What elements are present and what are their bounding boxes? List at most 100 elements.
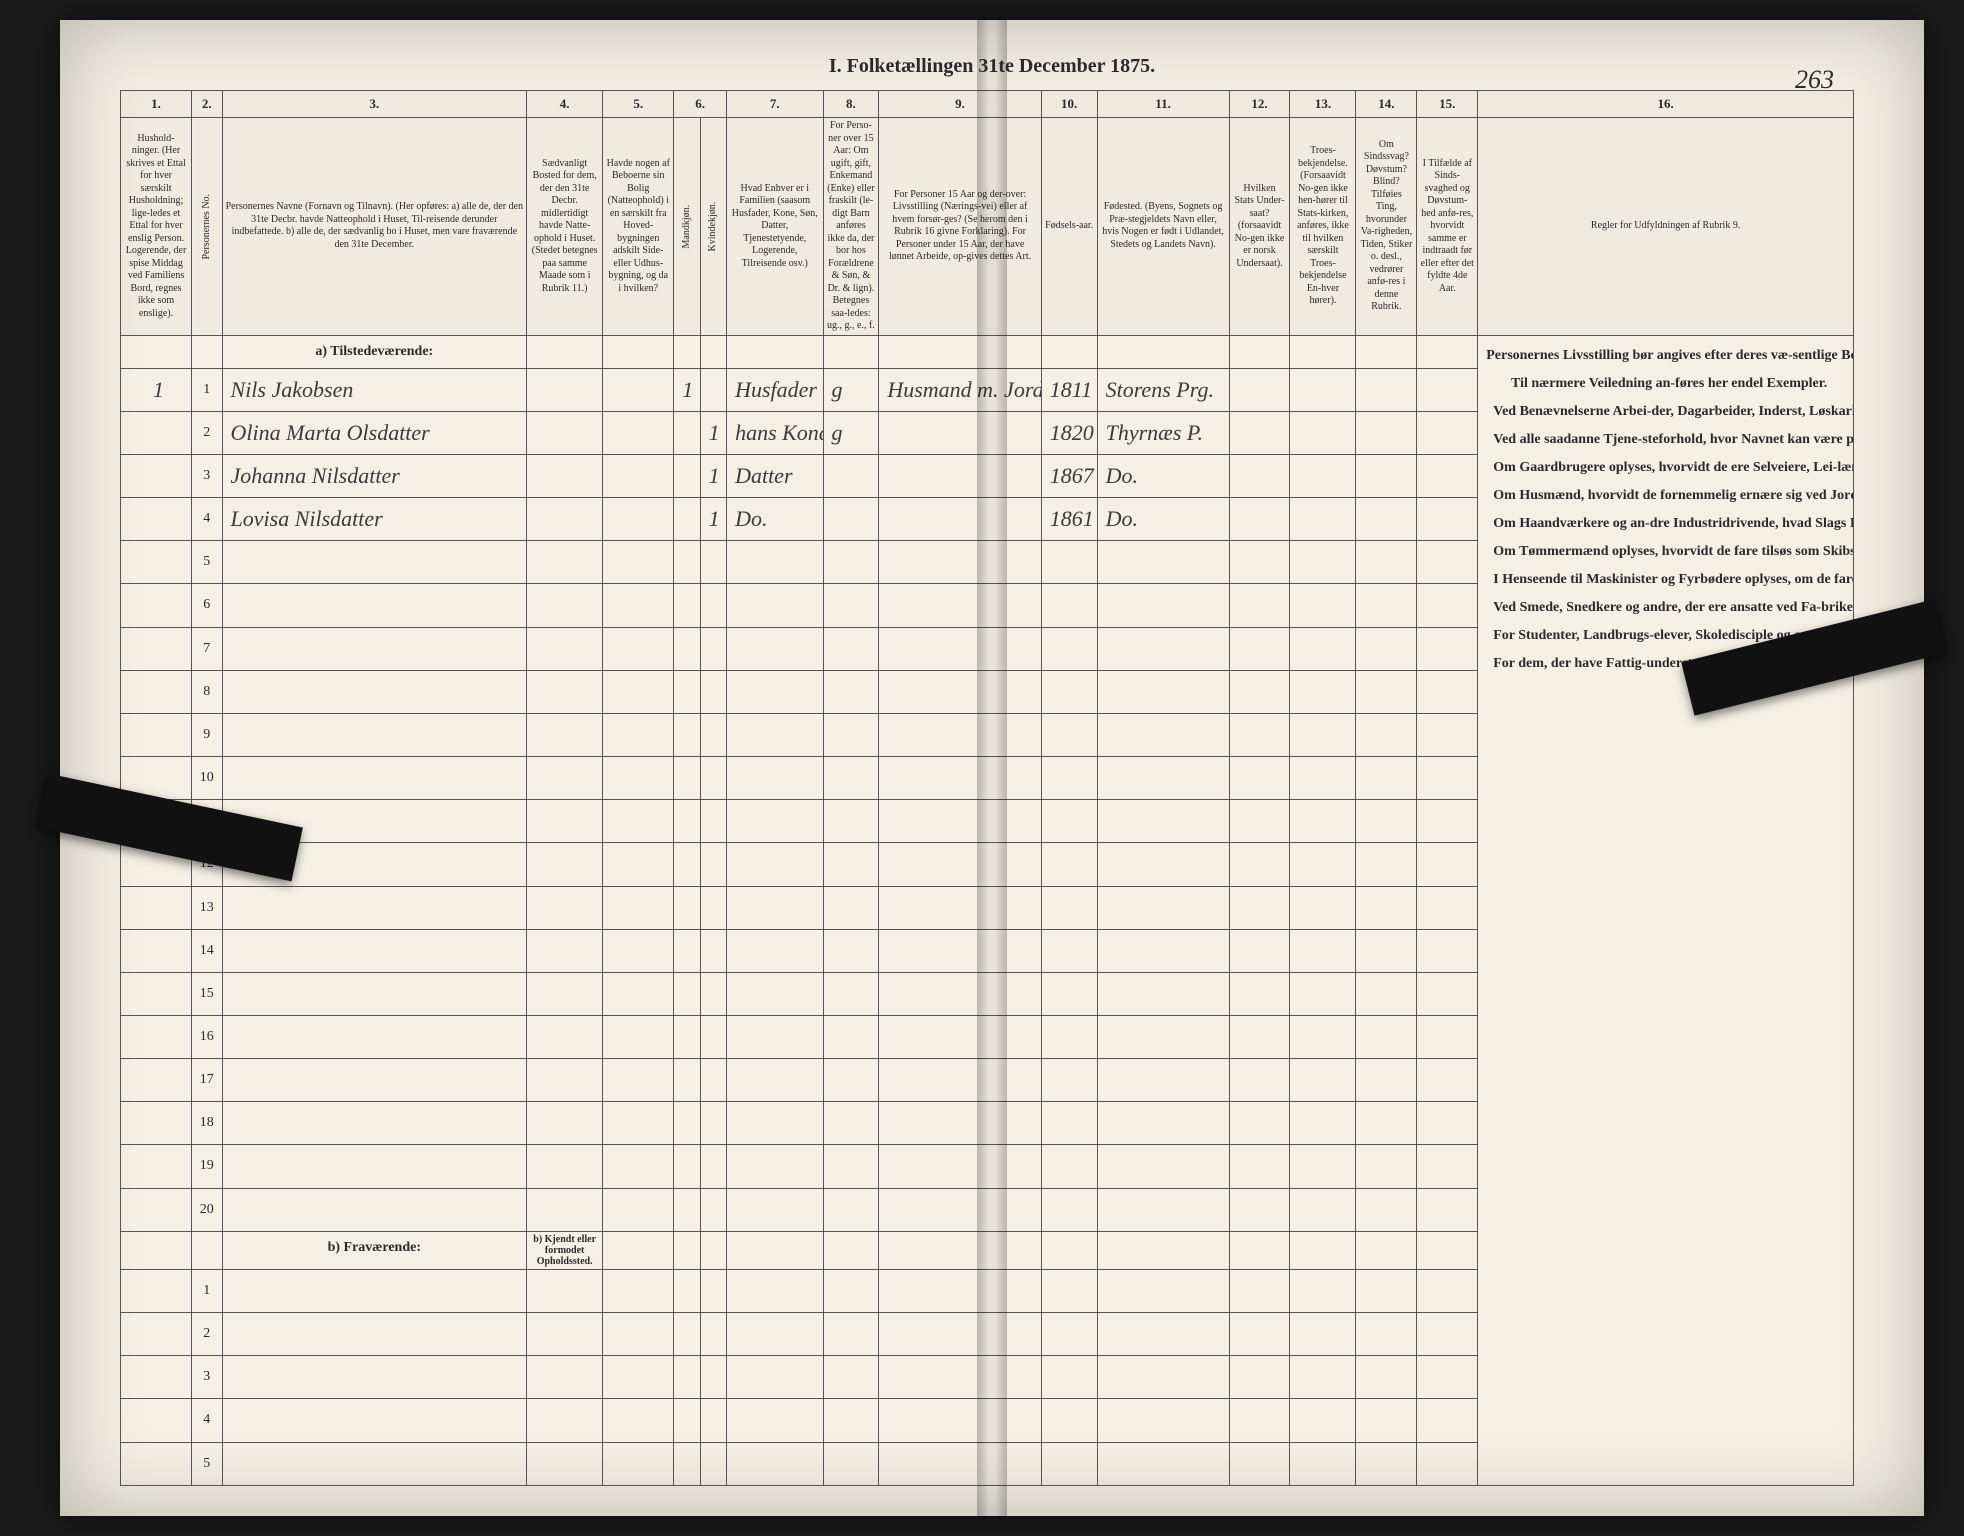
cell-livsstilling: Husmand m. Jord og Fattigunderstøttelse <box>879 368 1041 411</box>
cell-blank <box>1356 800 1417 843</box>
cell-blank <box>1290 1399 1356 1442</box>
hdr-kvindekjon: Kvindekjøn. <box>700 118 726 336</box>
cell-blank <box>527 1313 603 1356</box>
cell-mandkjon <box>674 454 700 497</box>
cell-blank <box>527 541 603 584</box>
cell-fodested: Thyrnæs P. <box>1097 411 1229 454</box>
cell-blank <box>1417 886 1478 929</box>
cell-blank <box>1041 1442 1097 1485</box>
cell-blank <box>527 670 603 713</box>
cell-person-no: 4 <box>192 1399 222 1442</box>
cell-blank <box>879 1313 1041 1356</box>
cell-person-no: 15 <box>192 972 222 1015</box>
cell-undersaat <box>1229 411 1290 454</box>
cell-blank <box>527 1102 603 1145</box>
section-b-blank <box>1097 1231 1229 1269</box>
cell-fodselsaar: 1811 <box>1041 368 1097 411</box>
cell-blank <box>1097 886 1229 929</box>
cell-blank <box>700 1188 726 1231</box>
cell-blank <box>700 1269 726 1312</box>
cell-blank <box>1356 1145 1417 1188</box>
cell-blank <box>1356 1269 1417 1312</box>
cell-blank <box>1356 886 1417 929</box>
cell-blank <box>1417 541 1478 584</box>
cell-blank <box>603 1442 674 1485</box>
cell-blank <box>727 1269 823 1312</box>
cell-blank <box>603 713 674 756</box>
cell-blank <box>603 1399 674 1442</box>
cell-blank <box>1290 800 1356 843</box>
cell-blank <box>222 627 527 670</box>
cell-blank <box>879 886 1041 929</box>
cell-person-no: 3 <box>192 454 222 497</box>
cell-blank <box>1290 1145 1356 1188</box>
cell-blank <box>700 670 726 713</box>
cell-blank <box>1417 1442 1478 1485</box>
cell-person-no: 10 <box>192 757 222 800</box>
cell-husholdning <box>121 1059 192 1102</box>
cell-blank <box>727 1059 823 1102</box>
cell-husholdning <box>121 1015 192 1058</box>
cell-sindssvag <box>1356 454 1417 497</box>
cell-blank <box>1041 1188 1097 1231</box>
cell-blank <box>1417 1145 1478 1188</box>
cell-blank <box>700 713 726 756</box>
cell-blank <box>727 1188 823 1231</box>
cell-blank <box>823 929 879 972</box>
cell-blank <box>1290 1059 1356 1102</box>
cell-blank <box>1229 627 1290 670</box>
cell-blank <box>727 1442 823 1485</box>
section-a-blank <box>700 335 726 368</box>
cell-blank <box>700 800 726 843</box>
instructions-cell: Personernes Livsstilling bør angives eft… <box>1478 335 1854 1486</box>
cell-blank <box>823 1059 879 1102</box>
section-a-blank <box>727 335 823 368</box>
cell-sind-tid <box>1417 368 1478 411</box>
cell-blank <box>727 1356 823 1399</box>
cell-bolig <box>603 454 674 497</box>
cell-person-no: 7 <box>192 627 222 670</box>
cell-husholdning <box>121 713 192 756</box>
hdr-sindsvaghed-tid: I Tilfælde af Sinds-svaghed og Døvstum-h… <box>1417 118 1478 336</box>
cell-blank <box>674 1442 700 1485</box>
cell-blank <box>1229 757 1290 800</box>
cell-bolig <box>603 368 674 411</box>
section-a-blank <box>879 335 1041 368</box>
cell-blank <box>222 1102 527 1145</box>
cell-person-no: 17 <box>192 1059 222 1102</box>
cell-husholdning: 1 <box>121 368 192 411</box>
section-a-blank <box>527 335 603 368</box>
cell-blank <box>222 1313 527 1356</box>
cell-blank <box>222 713 527 756</box>
cell-blank <box>527 1059 603 1102</box>
cell-blank <box>1356 1188 1417 1231</box>
cell-blank <box>1041 541 1097 584</box>
cell-blank <box>1097 541 1229 584</box>
cell-blank <box>1356 1399 1417 1442</box>
cell-person-no: 3 <box>192 1356 222 1399</box>
cell-kvindekjon: 1 <box>700 454 726 497</box>
cell-blank <box>1229 929 1290 972</box>
cell-blank <box>1290 929 1356 972</box>
cell-blank <box>603 670 674 713</box>
cell-blank <box>879 757 1041 800</box>
cell-blank <box>727 627 823 670</box>
cell-person-no: 2 <box>192 411 222 454</box>
cell-husholdning <box>121 454 192 497</box>
cell-blank <box>1290 584 1356 627</box>
cell-blank <box>603 1313 674 1356</box>
cell-blank <box>1290 1269 1356 1312</box>
cell-blank <box>222 1059 527 1102</box>
cell-blank <box>1041 670 1097 713</box>
cell-blank <box>1290 1356 1356 1399</box>
cell-blank <box>1290 1313 1356 1356</box>
cell-blank <box>1417 1313 1478 1356</box>
cell-blank <box>674 886 700 929</box>
cell-undersaat <box>1229 368 1290 411</box>
cell-blank <box>727 1102 823 1145</box>
cell-blank <box>603 843 674 886</box>
cell-blank <box>222 584 527 627</box>
cell-livsstilling <box>879 411 1041 454</box>
cell-blank <box>1097 1188 1229 1231</box>
cell-blank <box>727 757 823 800</box>
